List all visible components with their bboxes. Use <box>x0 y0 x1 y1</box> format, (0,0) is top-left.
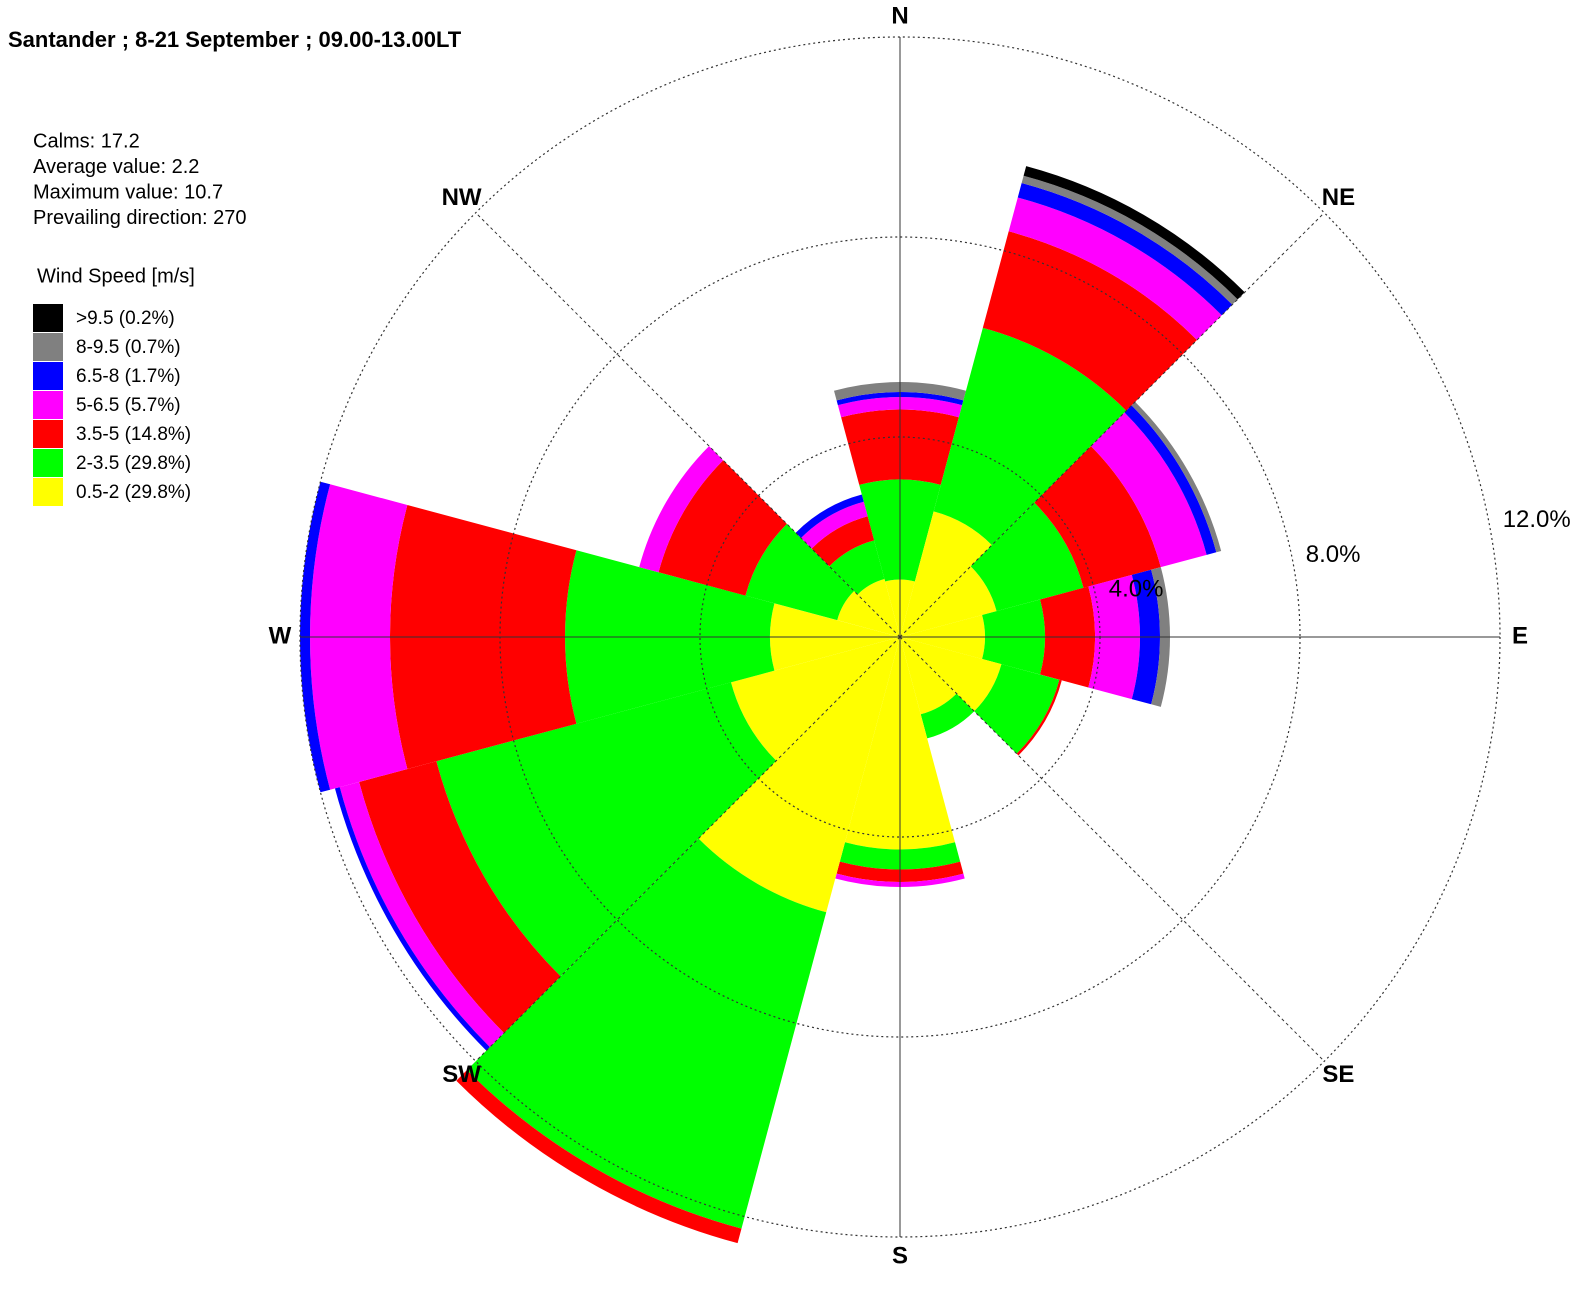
wind-wedge <box>1124 405 1217 555</box>
legend-swatch <box>33 304 63 332</box>
wind-wedge <box>436 682 777 977</box>
compass-label: NE <box>1322 184 1355 211</box>
compass-label: NW <box>442 184 482 211</box>
wind-wedge <box>835 873 965 887</box>
legend-label: >9.5 (0.2%) <box>76 308 175 329</box>
stat-text: Average value: 2.2 <box>33 156 199 178</box>
legend-label: 3.5-5 (14.8%) <box>76 424 191 445</box>
stat-text: Maximum value: 10.7 <box>33 181 223 203</box>
wind-wedge <box>698 637 900 913</box>
wind-wedge <box>970 502 1084 612</box>
wind-wedge <box>837 591 900 637</box>
wind-wedge <box>829 540 885 595</box>
wind-wedge <box>811 516 875 567</box>
compass-line <box>475 212 901 638</box>
wind-wedge <box>745 523 855 621</box>
wind-wedge <box>1016 679 1062 756</box>
wind-wedge <box>900 637 1002 712</box>
wind-wedge <box>795 494 864 539</box>
wind-wedge <box>1017 183 1233 316</box>
compass-label: N <box>891 2 908 29</box>
wind-wedge <box>836 391 964 406</box>
compass-line <box>475 636 901 1062</box>
compass-label: W <box>269 622 292 649</box>
wind-wedge <box>857 579 900 637</box>
wind-wedge <box>1008 197 1222 341</box>
ring-label: 12.0% <box>1503 506 1571 533</box>
wind-wedge <box>466 838 827 1229</box>
wind-wedge <box>920 693 975 739</box>
wind-wedge <box>1021 175 1238 305</box>
wind-wedge <box>801 501 868 549</box>
legend-label: 0.5-2 (29.8%) <box>76 482 191 503</box>
legend-swatch <box>33 478 63 506</box>
wind-wedge <box>1023 166 1245 300</box>
legend-swatch <box>33 420 63 448</box>
chart-title: Santander ; 8-21 September ; 09.00-13.00… <box>8 27 462 52</box>
legend-label: 8-9.5 (0.7%) <box>76 337 181 358</box>
wind-wedge <box>1090 412 1207 568</box>
stat-text: Prevailing direction: 270 <box>33 207 246 229</box>
legend-title: Wind Speed [m/s] <box>37 265 195 287</box>
compass-line <box>899 212 1325 638</box>
wind-wedge <box>456 1070 742 1244</box>
wind-wedge <box>900 566 997 637</box>
wind-wedge <box>730 637 900 761</box>
wind-wedge <box>300 481 331 793</box>
ring-label: 4.0% <box>1109 576 1164 603</box>
wind-wedge <box>900 637 957 715</box>
legend-swatch <box>33 391 63 419</box>
legend-label: 6.5-8 (1.7%) <box>76 366 181 387</box>
legend-label: 5-6.5 (5.7%) <box>76 395 181 416</box>
legend-label: 2-3.5 (29.8%) <box>76 453 191 474</box>
wind-wedge <box>658 460 787 596</box>
compass-label: S <box>892 1242 908 1269</box>
compass-label: SW <box>442 1061 481 1088</box>
wind-wedge <box>339 781 505 1048</box>
wind-wedge <box>933 327 1127 546</box>
wind-wedge <box>1131 401 1222 553</box>
wind-wedge <box>1034 446 1161 588</box>
compass-label: E <box>1512 622 1528 649</box>
ring-label: 8.0% <box>1306 541 1361 568</box>
stat-text: Calms: 17.2 <box>33 130 140 152</box>
compass-line <box>899 636 1325 1062</box>
wind-wedge <box>639 446 724 573</box>
wind-wedge <box>982 231 1197 411</box>
wind-wedge <box>359 761 561 1033</box>
wind-wedge <box>900 511 992 637</box>
compass-label: SE <box>1322 1061 1354 1088</box>
wind-wedge <box>974 664 1060 754</box>
legend-swatch <box>33 449 63 477</box>
legend-swatch <box>33 333 63 361</box>
legend-swatch <box>33 362 63 390</box>
